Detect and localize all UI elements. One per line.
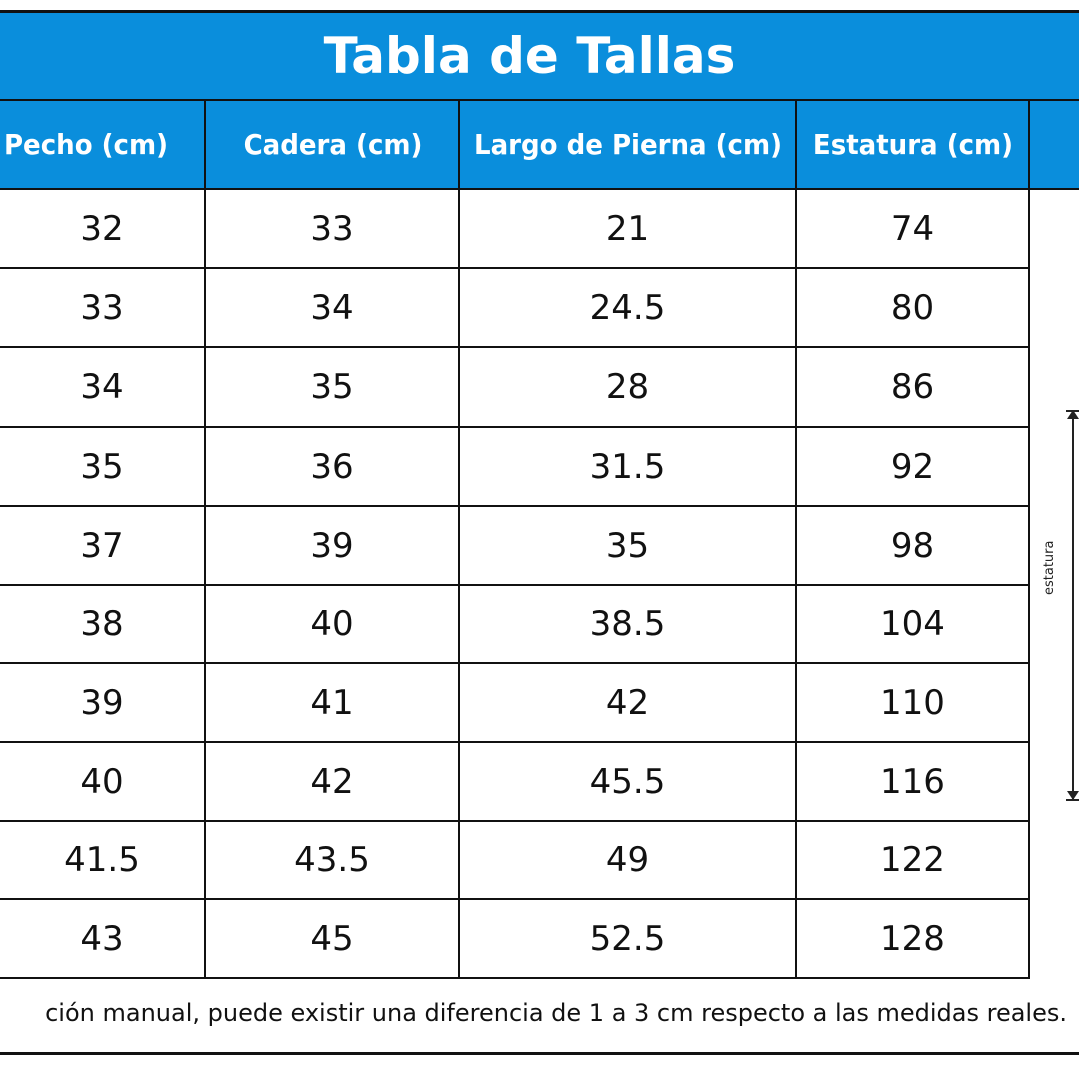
table-row: 35 36 31.5 92 [0,428,1030,507]
table-cell: 43.5 [294,840,370,880]
table-cell: 128 [880,918,945,959]
table-cell: 40 [80,761,124,802]
arrow-down-icon [1067,791,1079,800]
measure-cap-bottom [1066,799,1079,801]
table-cell: 74 [890,208,935,249]
table-cell: 45 [310,918,354,959]
table-cell: 43 [80,918,124,959]
table-cell: 31.5 [589,446,666,487]
table-cell: 39 [310,525,354,566]
grid-line [458,99,460,979]
table-row: 34 35 28 86 [0,348,1030,428]
table-cell: 33 [80,287,124,328]
size-chart-frame [0,10,1079,1055]
title-bar: Tabla de Tallas [0,13,1079,99]
table-header-row: Pecho (cm) Cadera (cm) Largo de Pierna (… [0,99,1079,190]
table-cell: 35 [605,525,650,566]
table-cell: 28 [605,367,650,407]
measure-label: estatura [1042,540,1057,595]
header-largo-pierna: Largo de Pierna (cm) [473,128,783,161]
table-row: 43 45 52.5 128 [0,900,1030,979]
table-cell: 104 [880,604,945,644]
page-title: Tabla de Tallas [323,27,736,85]
table-cell: 38 [80,604,124,644]
grid-line [795,99,797,979]
table-row: 41.5 43.5 49 122 [0,822,1030,900]
table-cell: 45.5 [589,761,666,802]
table-row: 39 41 42 110 [0,664,1030,743]
table-cell: 80 [890,287,935,328]
table-cell: 34 [80,367,124,407]
table-cell: 41.5 [64,840,140,880]
height-measure-figure: estatura [1032,190,1079,978]
table-cell: 40 [310,604,354,644]
table-cell: 39 [80,682,124,723]
table-cell: 21 [605,208,650,249]
table-cell: 34 [310,287,354,328]
table-row: 32 33 21 74 [0,190,1030,269]
table-cell: 42 [310,761,354,802]
measure-line [1072,410,1074,800]
table-cell: 122 [880,840,945,880]
table-row: 38 40 38.5 104 [0,586,1030,664]
table-cell: 37 [80,525,124,566]
grid-line [204,99,206,979]
table-cell: 49 [605,840,650,880]
table-cell: 38.5 [589,604,666,644]
header-cadera: Cadera (cm) [243,128,423,161]
header-pecho: Pecho (cm) [3,128,169,161]
grid-line [1028,99,1030,979]
table-cell: 33 [310,208,354,249]
table-cell: 35 [80,446,124,487]
table-cell: 41 [310,682,354,723]
table-cell: 35 [310,367,354,407]
table-cell: 42 [605,682,650,723]
table-row: 33 34 24.5 80 [0,269,1030,348]
table-row: 40 42 45.5 116 [0,743,1030,822]
table-cell: 98 [890,525,935,566]
disclaimer-text: ción manual, puede existir una diferenci… [45,999,1067,1027]
table-cell: 86 [890,367,935,407]
table-cell: 32 [80,208,124,249]
table-cell: 110 [880,682,945,723]
header-estatura: Estatura (cm) [812,128,1014,161]
table-cell: 24.5 [589,287,666,328]
disclaimer-note: ción manual, puede existir una diferenci… [0,993,1079,1033]
table-cell: 92 [890,446,935,487]
table-cell: 116 [880,761,945,802]
table-cell: 36 [310,446,354,487]
table-row: 37 39 35 98 [0,507,1030,586]
table-cell: 52.5 [589,918,666,959]
